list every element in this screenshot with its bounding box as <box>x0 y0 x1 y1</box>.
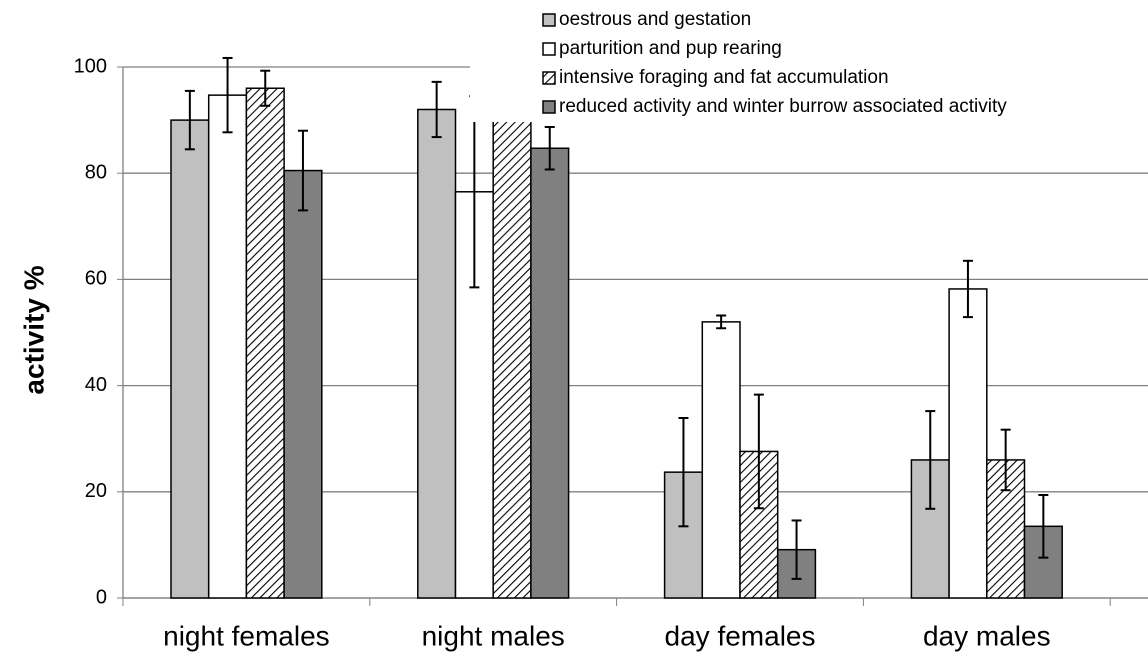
bar <box>948 288 988 599</box>
bar <box>417 108 457 599</box>
y-tick-label: 100 <box>74 55 107 77</box>
bar <box>245 87 285 599</box>
legend-swatch <box>542 100 556 114</box>
bar <box>283 169 323 599</box>
y-tick-label: 60 <box>85 268 107 290</box>
legend-label: intensive foraging and fat accumulation <box>559 67 889 88</box>
legend-swatch <box>542 71 556 85</box>
legend-label: parturition and pup rearing <box>559 38 782 59</box>
y-tick-label: 40 <box>85 374 107 396</box>
bar <box>170 119 210 599</box>
legend-label: reduced activity and winter burrow assoc… <box>559 96 1007 117</box>
bar <box>701 321 741 599</box>
bar <box>530 147 570 599</box>
bar <box>207 94 248 599</box>
y-tick-label: 0 <box>96 586 107 608</box>
y-axis-label: activity % <box>18 265 49 394</box>
x-tick-label: night males <box>422 620 565 651</box>
legend-label: oestrous and gestation <box>559 9 751 30</box>
x-tick-label: day males <box>923 620 1051 651</box>
x-tick-label: day females <box>665 620 816 651</box>
y-tick-label: 20 <box>85 480 107 502</box>
legend-swatch <box>542 42 556 56</box>
x-tick-label: night females <box>163 620 330 651</box>
legend-swatch <box>542 13 556 27</box>
bar <box>492 83 532 599</box>
legend-box <box>470 0 1148 122</box>
y-tick-label: 80 <box>85 161 107 183</box>
